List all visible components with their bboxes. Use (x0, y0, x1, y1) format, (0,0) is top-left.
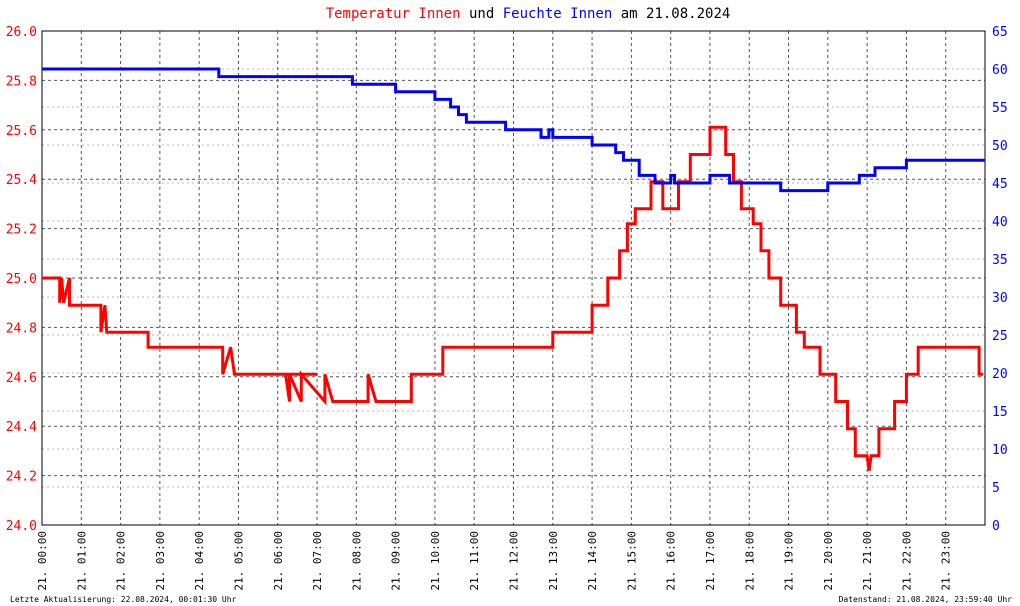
x-tick-label: 21. 05:00 (232, 531, 245, 591)
x-tick-label: 21. 18:00 (743, 531, 756, 591)
x-tick-label: 21. 13:00 (547, 531, 560, 591)
x-tick-label: 21. 12:00 (508, 531, 521, 591)
x-tick-label: 21. 02:00 (115, 531, 128, 591)
y-tick-label: 25.8 (6, 74, 37, 89)
y-tick-label: 25.0 (6, 272, 37, 287)
title-connector: und (469, 6, 494, 22)
footer-left: Letzte Aktualisierung: 22.08.2024, 00:01… (10, 595, 237, 604)
y-tick-label: 24.2 (6, 470, 37, 485)
chart-title: Temperatur Innen und Feuchte Innen am 21… (326, 6, 731, 22)
x-tick-label: 21. 17:00 (704, 531, 717, 591)
series-line (42, 67, 985, 193)
x-tick-label: 21. 07:00 (311, 531, 324, 591)
x-tick-label: 21. 16:00 (665, 531, 678, 591)
x-tick-label: 21. 15:00 (625, 531, 638, 591)
x-tick-label: 21. 00:00 (36, 531, 49, 591)
y2-tick-label: 15 (992, 405, 1008, 420)
y-tick-label: 25.2 (6, 223, 37, 238)
x-tick-label: 21. 21:00 (861, 531, 874, 591)
y-tick-label: 24.6 (6, 371, 37, 386)
x-tick-label: 21. 08:00 (350, 531, 363, 591)
y2-tick-label: 35 (992, 253, 1008, 268)
y2-tick-label: 5 (992, 481, 1000, 496)
x-tick-label: 21. 03:00 (154, 531, 167, 591)
y-tick-label: 25.6 (6, 124, 37, 139)
y-tick-label: 26.0 (6, 25, 37, 40)
y2-tick-label: 60 (992, 63, 1008, 78)
y-tick-label: 24.4 (6, 420, 37, 435)
y2-tick-label: 50 (992, 139, 1008, 154)
x-tick-label: 21. 10:00 (429, 531, 442, 591)
title-date: am 21.08.2024 (621, 6, 731, 22)
footer-right: Datenstand: 21.08.2024, 23:59:40 Uhr (839, 595, 1013, 604)
y-tick-label: 24.8 (6, 321, 37, 336)
title-series-1: Temperatur Innen (326, 6, 461, 22)
x-tick-label: 21. 23:00 (940, 531, 953, 591)
y2-tick-label: 40 (992, 215, 1008, 230)
y2-tick-label: 10 (992, 443, 1008, 458)
y2-tick-label: 30 (992, 291, 1008, 306)
x-tick-label: 21. 19:00 (783, 531, 796, 591)
x-tick-label: 21. 14:00 (586, 531, 599, 591)
y2-tick-label: 55 (992, 101, 1008, 116)
y2-tick-label: 45 (992, 177, 1008, 192)
y-tick-label: 24.0 (6, 519, 37, 534)
title-series-2: Feuchte Innen (503, 6, 613, 22)
y-tick-label: 25.4 (6, 173, 37, 188)
y2-tick-label: 0 (992, 519, 1000, 534)
x-tick-label: 21. 22:00 (900, 531, 913, 591)
x-tick-label: 21. 01:00 (75, 531, 88, 591)
y2-tick-label: 20 (992, 367, 1008, 382)
x-tick-label: 21. 06:00 (272, 531, 285, 591)
y2-tick-label: 25 (992, 329, 1008, 344)
x-tick-label: 21. 11:00 (468, 531, 481, 591)
x-tick-label: 21. 04:00 (193, 531, 206, 591)
x-tick-label: 21. 20:00 (822, 531, 835, 591)
y2-tick-label: 65 (992, 25, 1008, 40)
x-tick-label: 21. 09:00 (390, 531, 403, 591)
